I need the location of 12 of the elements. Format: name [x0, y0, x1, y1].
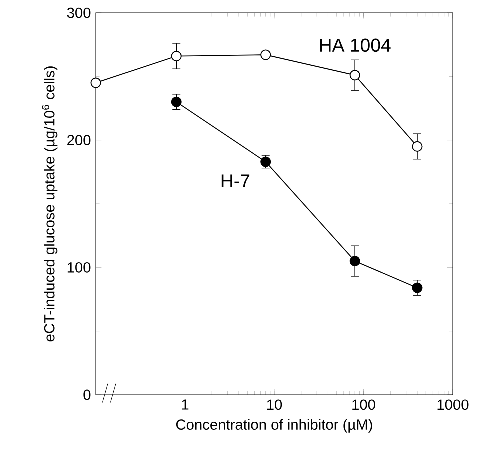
y-tick-label: 200 — [68, 135, 91, 146]
x-tick-label: 1 — [182, 400, 189, 410]
series-label: HA 1004 — [320, 38, 391, 52]
y-tick-label: 0 — [84, 390, 91, 400]
series-label: H-7 — [222, 174, 250, 188]
y-axis-title: eCT-induced glucose uptake (µg/10$^{6}$ cells) — [42, 66, 58, 342]
x-tick-label: 100 — [352, 400, 376, 410]
x-tick-label: 1000 — [438, 400, 469, 410]
x-tick-label: 10 — [267, 400, 282, 410]
y-tick-label: 100 — [68, 262, 91, 273]
y-tick-label: 300 — [67, 8, 91, 18]
x-axis-title: Concentration of inhibitor (µM) — [176, 419, 372, 433]
